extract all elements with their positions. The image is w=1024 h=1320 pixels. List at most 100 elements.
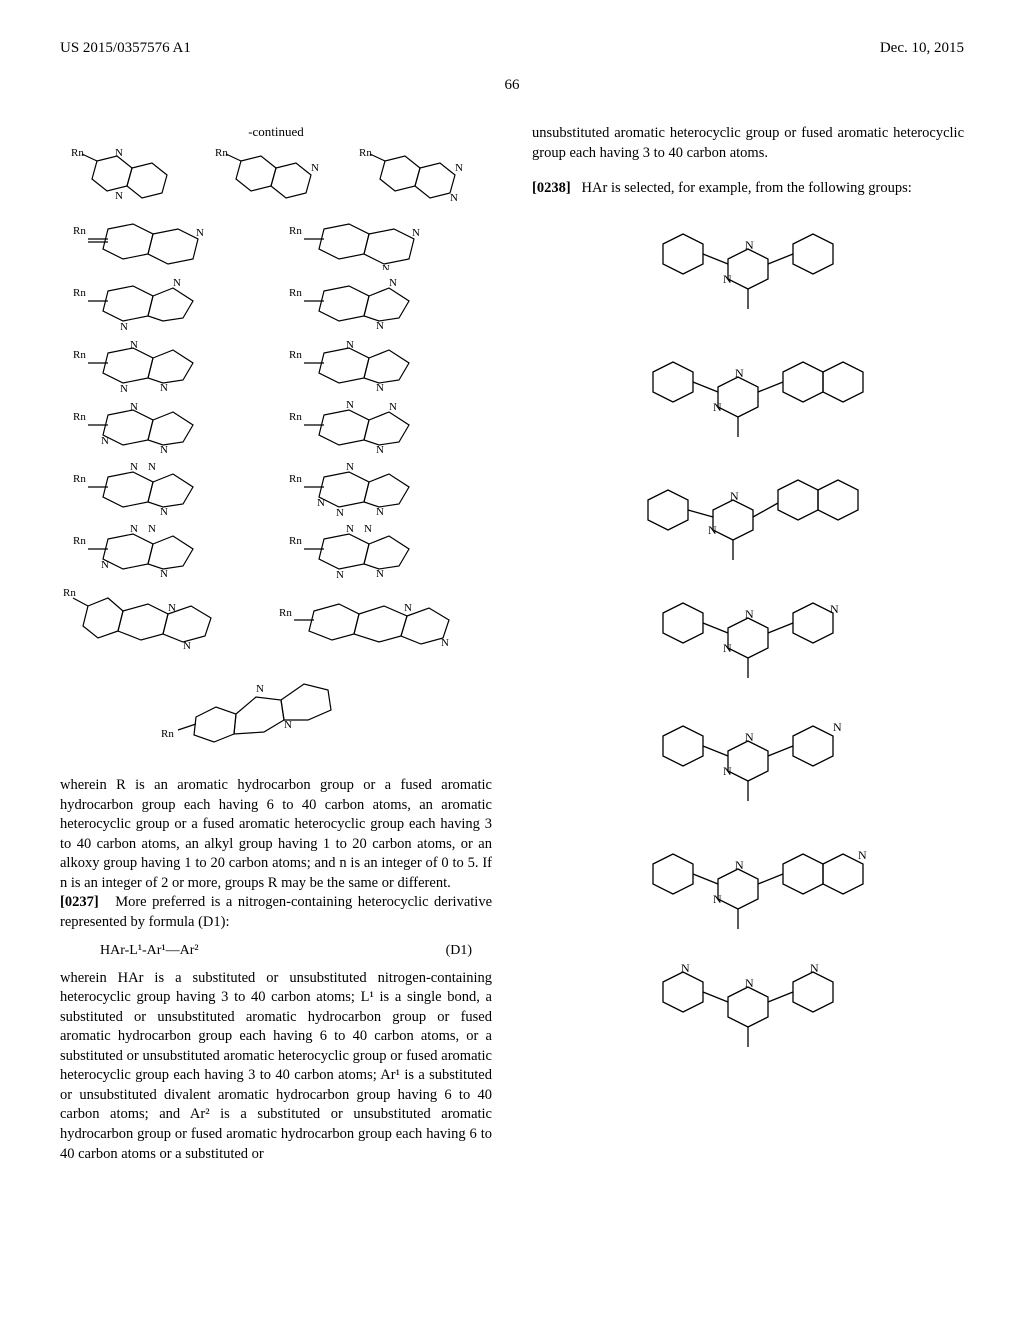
svg-text:N: N: [148, 524, 156, 535]
svg-text:N: N: [389, 401, 397, 413]
svg-text:N: N: [284, 719, 292, 731]
n-label: N: [311, 162, 319, 174]
svg-text:N: N: [745, 607, 754, 621]
heterocycle-5a: Rn N N N: [68, 400, 268, 456]
svg-text:N: N: [376, 320, 384, 332]
svg-text:N: N: [708, 523, 717, 537]
svg-text:N: N: [364, 524, 372, 535]
para-0238-text: HAr is selected, for example, from the f…: [582, 180, 912, 196]
struct-row-1: Rn N N Rn N: [60, 146, 492, 208]
svg-text:N: N: [346, 524, 354, 535]
svg-text:N: N: [376, 382, 384, 394]
har-struct-4: N N N: [628, 578, 868, 693]
har-structures: N N N N: [532, 209, 964, 1062]
heterocycle-9a: Rn N N: [156, 662, 396, 752]
para-num-0237: [0237]: [60, 894, 99, 910]
svg-text:N: N: [101, 559, 109, 571]
heterocycle-8b: Rn N N: [279, 586, 489, 656]
heterocycle-2b: Rn N N: [284, 214, 484, 270]
svg-text:N: N: [101, 435, 109, 447]
svg-text:Rn: Rn: [289, 473, 302, 485]
heterocycle-7b: Rn N N N N: [284, 524, 484, 580]
svg-text:Rn: Rn: [73, 411, 86, 423]
publication-id: US 2015/0357576 A1: [60, 40, 191, 57]
svg-text:Rn: Rn: [289, 349, 302, 361]
svg-text:N: N: [148, 462, 156, 473]
svg-text:Rn: Rn: [73, 473, 86, 485]
continued-label: -continued: [60, 124, 492, 140]
har-struct-7: N N N: [628, 947, 868, 1062]
svg-text:N: N: [723, 641, 732, 655]
svg-text:N: N: [317, 497, 325, 509]
svg-text:N: N: [160, 444, 168, 456]
left-structures: Rn N N Rn N: [60, 146, 492, 758]
svg-text:N: N: [382, 263, 390, 270]
n-label: N: [450, 192, 458, 204]
svg-text:N: N: [346, 462, 354, 473]
struct-row-7: Rn N N N N Rn N N N N: [60, 524, 492, 580]
svg-text:N: N: [130, 401, 138, 413]
heterocycle-6a: Rn N N N: [68, 462, 268, 518]
har-struct-3: N N: [628, 455, 868, 570]
content-columns: -continued Rn N N: [60, 124, 964, 1164]
svg-text:N: N: [441, 637, 449, 649]
svg-text:N: N: [130, 339, 138, 351]
svg-text:N: N: [256, 683, 264, 695]
formula-d1: HAr-L¹-Ar¹—Ar² (D1): [100, 943, 472, 959]
svg-text:Rn: Rn: [63, 587, 76, 599]
svg-text:N: N: [376, 568, 384, 580]
har-struct-2: N N: [628, 332, 868, 447]
svg-text:Rn: Rn: [73, 349, 86, 361]
svg-text:Rn: Rn: [73, 287, 86, 299]
heterocycle-5b: Rn N N N: [284, 400, 484, 456]
svg-text:Rn: Rn: [161, 728, 174, 740]
publication-date: Dec. 10, 2015: [880, 40, 964, 57]
formula-label: (D1): [446, 943, 472, 959]
svg-text:Rn: Rn: [73, 225, 86, 237]
n-label: N: [115, 190, 123, 202]
heterocycle-1a: Rn N N: [67, 146, 197, 208]
heterocycle-2a: Rn N: [68, 214, 268, 270]
svg-text:N: N: [745, 730, 754, 744]
left-column: -continued Rn N N: [60, 124, 492, 1164]
heterocycle-8a: Rn N N: [63, 586, 273, 656]
svg-text:N: N: [160, 568, 168, 580]
heterocycle-1b: Rn N: [211, 146, 341, 208]
struct-row-8: Rn N N Rn N N: [60, 586, 492, 656]
body-text-wherein-r: wherein R is an aromatic hydrocarbon gro…: [60, 776, 492, 893]
svg-text:N: N: [713, 400, 722, 414]
struct-row-5: Rn N N N Rn N N N: [60, 400, 492, 456]
body-text-wherein-har: wherein HAr is a substituted or unsubsti…: [60, 969, 492, 1165]
svg-text:Rn: Rn: [289, 535, 302, 547]
svg-text:N: N: [168, 602, 176, 614]
right-column: unsubstituted aromatic heterocyclic grou…: [532, 124, 964, 1164]
svg-text:Rn: Rn: [289, 411, 302, 423]
rn-label: Rn: [359, 147, 372, 159]
svg-text:N: N: [160, 382, 168, 394]
rn-label: Rn: [71, 147, 84, 159]
heterocycle-1c: Rn N N: [355, 146, 485, 208]
svg-text:N: N: [336, 569, 344, 580]
svg-text:N: N: [173, 277, 181, 289]
struct-row-9: Rn N N: [60, 662, 492, 752]
svg-text:N: N: [336, 507, 344, 518]
heterocycle-6b: Rn N N N N: [284, 462, 484, 518]
har-struct-1: N N: [628, 209, 868, 324]
svg-text:N: N: [183, 640, 191, 652]
svg-text:N: N: [346, 339, 354, 351]
para-0238: [0238] HAr is selected, for example, fro…: [532, 179, 964, 199]
svg-text:N: N: [404, 602, 412, 614]
struct-row-6: Rn N N N Rn N N N N: [60, 462, 492, 518]
svg-text:N: N: [858, 848, 867, 862]
svg-text:N: N: [346, 400, 354, 411]
svg-text:N: N: [830, 602, 839, 616]
n-label: N: [115, 147, 123, 159]
svg-text:N: N: [681, 961, 690, 975]
svg-text:N: N: [376, 444, 384, 456]
struct-row-4: Rn N N N Rn N N: [60, 338, 492, 394]
n-label: N: [455, 162, 463, 174]
para-num-0238: [0238]: [532, 180, 571, 196]
svg-text:Rn: Rn: [289, 287, 302, 299]
svg-text:N: N: [833, 720, 842, 734]
svg-text:N: N: [713, 892, 722, 906]
